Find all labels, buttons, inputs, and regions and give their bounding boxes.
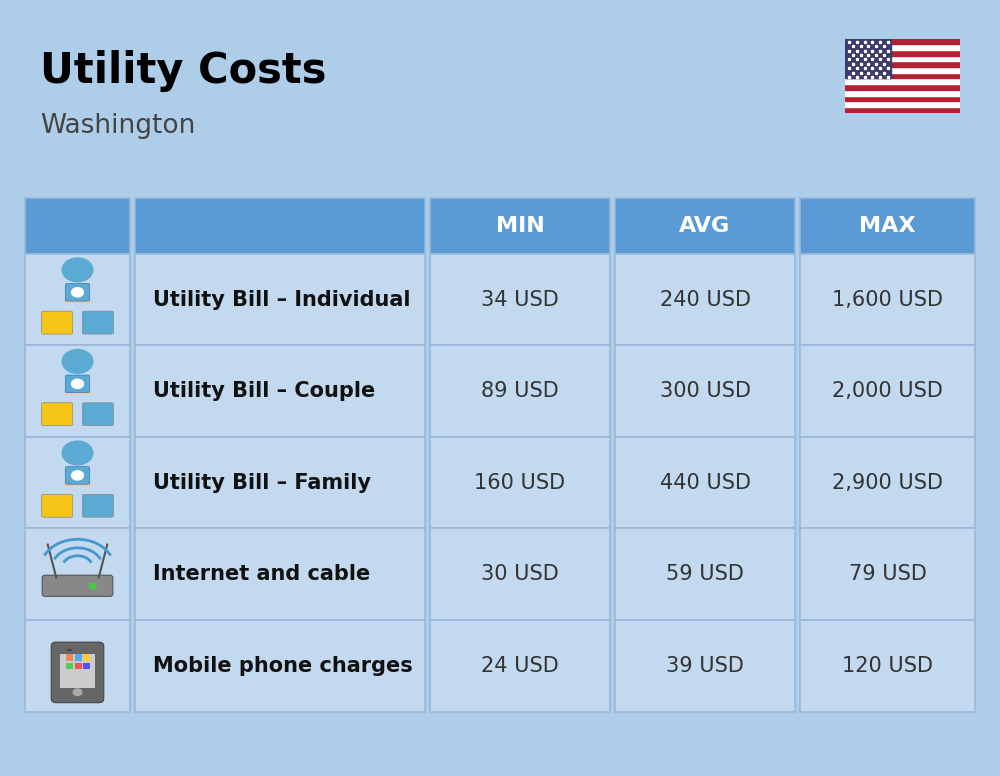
Text: 59 USD: 59 USD: [666, 564, 744, 584]
Text: 79 USD: 79 USD: [849, 564, 926, 584]
Bar: [430, 198, 610, 254]
Circle shape: [62, 441, 93, 465]
Text: Utility Bill – Couple: Utility Bill – Couple: [153, 381, 375, 401]
Bar: [845, 61, 960, 68]
Circle shape: [73, 689, 82, 695]
Bar: [845, 39, 891, 78]
Bar: [135, 437, 425, 528]
Bar: [615, 345, 795, 437]
Bar: [66, 654, 73, 660]
Bar: [430, 345, 610, 437]
Text: 300 USD: 300 USD: [660, 381, 750, 401]
Circle shape: [72, 288, 83, 297]
Bar: [845, 95, 960, 101]
Text: MAX: MAX: [859, 216, 916, 236]
Bar: [83, 654, 90, 660]
Bar: [430, 620, 610, 712]
Text: Mobile phone charges: Mobile phone charges: [153, 656, 413, 676]
Bar: [135, 345, 425, 437]
Bar: [845, 90, 960, 95]
Bar: [800, 620, 975, 712]
Polygon shape: [62, 283, 93, 303]
Bar: [25, 254, 130, 345]
Circle shape: [72, 471, 83, 480]
Bar: [25, 437, 130, 528]
FancyBboxPatch shape: [65, 283, 90, 301]
Text: 34 USD: 34 USD: [481, 289, 559, 310]
FancyBboxPatch shape: [51, 642, 104, 703]
Bar: [135, 198, 425, 254]
Text: AVG: AVG: [679, 216, 731, 236]
Bar: [845, 84, 960, 90]
Circle shape: [72, 379, 83, 389]
Text: 89 USD: 89 USD: [481, 381, 559, 401]
Text: Washington: Washington: [40, 113, 195, 139]
Text: 2,000 USD: 2,000 USD: [832, 381, 943, 401]
Bar: [845, 101, 960, 107]
Text: MIN: MIN: [496, 216, 544, 236]
Bar: [845, 44, 960, 50]
Text: Utility Bill – Individual: Utility Bill – Individual: [153, 289, 411, 310]
Bar: [845, 107, 960, 113]
FancyBboxPatch shape: [42, 575, 113, 596]
Bar: [615, 620, 795, 712]
Text: 30 USD: 30 USD: [481, 564, 559, 584]
Bar: [800, 345, 975, 437]
Bar: [615, 437, 795, 528]
Bar: [430, 437, 610, 528]
Polygon shape: [62, 375, 93, 394]
Text: 24 USD: 24 USD: [481, 656, 559, 676]
Bar: [135, 254, 425, 345]
Bar: [800, 254, 975, 345]
Polygon shape: [62, 466, 93, 486]
Bar: [67, 649, 72, 650]
Bar: [135, 620, 425, 712]
Text: 240 USD: 240 USD: [660, 289, 750, 310]
Bar: [25, 345, 130, 437]
Bar: [800, 528, 975, 620]
Bar: [75, 654, 82, 660]
Bar: [615, 198, 795, 254]
Bar: [25, 198, 130, 254]
Bar: [25, 528, 130, 620]
Circle shape: [62, 349, 93, 373]
Bar: [845, 56, 960, 61]
Bar: [845, 39, 960, 44]
Bar: [800, 198, 975, 254]
Bar: [845, 73, 960, 78]
Bar: [800, 437, 975, 528]
Text: 2,900 USD: 2,900 USD: [832, 473, 943, 493]
Text: 39 USD: 39 USD: [666, 656, 744, 676]
Bar: [83, 663, 90, 669]
Bar: [25, 620, 130, 712]
FancyBboxPatch shape: [82, 403, 113, 425]
Bar: [845, 78, 960, 84]
Text: Internet and cable: Internet and cable: [153, 564, 370, 584]
Bar: [75, 663, 82, 669]
Text: 160 USD: 160 USD: [474, 473, 566, 493]
Circle shape: [89, 584, 96, 589]
Bar: [430, 254, 610, 345]
Bar: [845, 50, 960, 56]
FancyBboxPatch shape: [65, 375, 90, 393]
Text: Utility Bill – Family: Utility Bill – Family: [153, 473, 371, 493]
Bar: [430, 528, 610, 620]
Text: 1,600 USD: 1,600 USD: [832, 289, 943, 310]
FancyBboxPatch shape: [82, 494, 113, 517]
Bar: [615, 528, 795, 620]
Bar: [615, 254, 795, 345]
Bar: [135, 528, 425, 620]
Bar: [66, 663, 73, 669]
Circle shape: [62, 258, 93, 282]
FancyBboxPatch shape: [60, 654, 95, 688]
FancyBboxPatch shape: [65, 466, 90, 484]
FancyBboxPatch shape: [41, 311, 73, 334]
FancyBboxPatch shape: [41, 403, 73, 425]
FancyBboxPatch shape: [82, 311, 113, 334]
FancyBboxPatch shape: [41, 494, 73, 517]
Text: Utility Costs: Utility Costs: [40, 50, 326, 92]
Text: 440 USD: 440 USD: [660, 473, 750, 493]
Text: 120 USD: 120 USD: [842, 656, 933, 676]
Bar: [845, 68, 960, 73]
